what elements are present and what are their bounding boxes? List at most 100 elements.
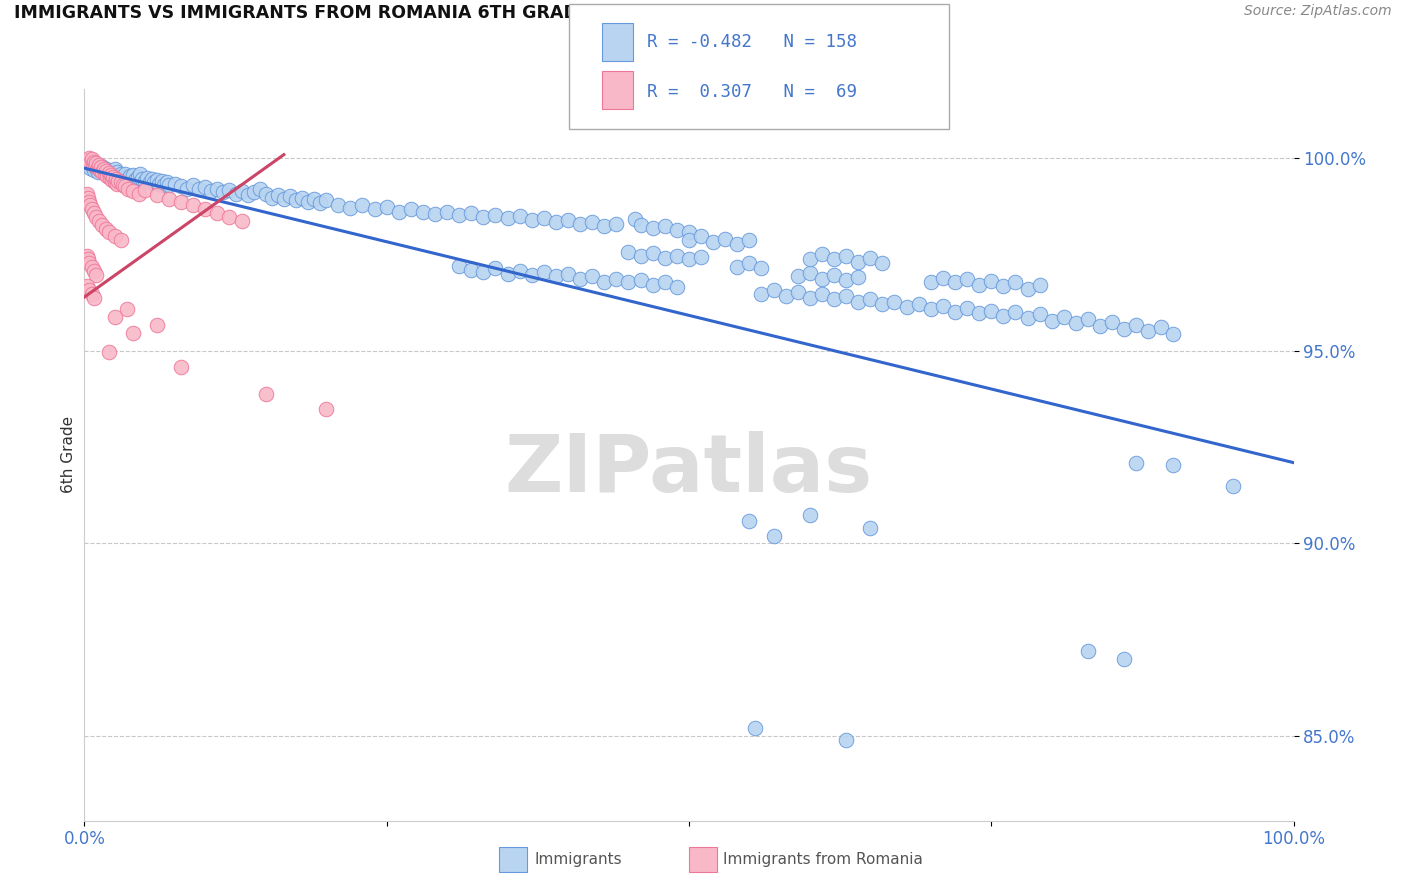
Point <box>702 235 724 250</box>
Point <box>91 218 114 232</box>
Point <box>236 188 259 202</box>
Point <box>89 163 111 178</box>
Point <box>811 287 834 301</box>
Point <box>97 163 120 178</box>
Point <box>399 202 422 216</box>
Point <box>82 159 104 173</box>
Point <box>799 252 821 266</box>
Text: R =  0.307   N =  69: R = 0.307 N = 69 <box>647 83 856 101</box>
Point <box>134 174 156 188</box>
Point <box>1088 318 1111 333</box>
Point <box>472 265 495 279</box>
Point <box>242 186 264 200</box>
Point <box>79 156 101 170</box>
Point <box>920 275 942 289</box>
Point <box>1040 314 1063 328</box>
Point <box>993 309 1015 323</box>
Point <box>225 186 247 201</box>
Point <box>79 161 101 175</box>
Point <box>993 279 1015 293</box>
Point <box>1149 320 1171 334</box>
Point <box>82 157 104 171</box>
Point <box>83 206 105 220</box>
Point <box>150 174 173 188</box>
Point <box>94 163 117 178</box>
Point <box>309 195 332 210</box>
Point <box>533 265 555 279</box>
Point <box>786 268 808 283</box>
Point <box>124 172 146 186</box>
Point <box>77 194 100 209</box>
Point <box>200 184 222 198</box>
Point <box>859 251 882 265</box>
Point <box>1017 282 1039 296</box>
Point <box>835 273 858 287</box>
Point <box>86 165 108 179</box>
Point <box>98 170 121 185</box>
Point <box>86 161 108 175</box>
Point <box>509 209 531 223</box>
Point <box>484 208 506 222</box>
Point <box>163 177 186 191</box>
Point <box>725 260 748 274</box>
Point <box>84 159 107 173</box>
Point <box>725 236 748 251</box>
Point <box>207 181 229 195</box>
Point <box>80 287 103 301</box>
Point <box>690 229 713 244</box>
Point <box>1125 318 1147 332</box>
Point <box>967 277 990 292</box>
Point <box>194 202 217 217</box>
Point <box>932 299 955 313</box>
Point <box>1114 652 1136 666</box>
Point <box>859 521 882 535</box>
Text: R = -0.482   N = 158: R = -0.482 N = 158 <box>647 33 856 51</box>
Point <box>207 206 229 220</box>
Point <box>956 301 979 315</box>
Point <box>110 233 132 247</box>
Point <box>157 192 180 206</box>
Point <box>593 275 616 289</box>
Point <box>188 182 211 196</box>
Point <box>544 215 567 229</box>
Point <box>104 175 127 189</box>
Point <box>1064 316 1087 330</box>
Point <box>1125 456 1147 470</box>
Point <box>104 162 127 177</box>
Point <box>212 186 235 200</box>
Point <box>423 207 446 221</box>
Point <box>101 169 124 183</box>
Point <box>77 153 100 168</box>
Point <box>1222 479 1244 493</box>
Point <box>121 326 143 340</box>
Point <box>121 168 143 182</box>
Point <box>97 226 120 240</box>
Point <box>105 177 128 191</box>
Point <box>127 169 149 184</box>
Point <box>90 159 112 173</box>
Point <box>1004 305 1026 319</box>
Point <box>544 268 567 283</box>
Point <box>80 153 103 167</box>
Point <box>86 268 108 282</box>
Point <box>128 186 150 201</box>
Point <box>460 263 482 277</box>
Point <box>103 166 125 180</box>
Point <box>218 210 240 224</box>
Point <box>738 514 761 528</box>
Point <box>509 264 531 278</box>
Point <box>388 204 411 219</box>
Point <box>79 198 101 212</box>
Point <box>80 202 103 217</box>
Point <box>94 165 117 179</box>
Point <box>520 213 543 227</box>
Point <box>90 160 112 174</box>
Point <box>617 244 640 259</box>
Point <box>896 300 918 314</box>
Point <box>146 172 169 186</box>
Point <box>846 270 869 285</box>
Point <box>93 162 115 177</box>
Point <box>297 194 319 209</box>
Point <box>823 292 845 306</box>
Point <box>91 163 114 178</box>
